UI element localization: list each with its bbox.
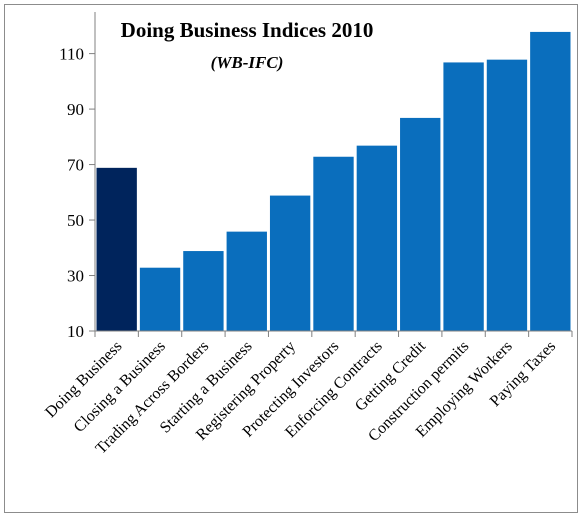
y-tick-label: 30 [67, 267, 84, 286]
bar-starting-a-business [225, 230, 268, 332]
bar-trading-across-borders [182, 250, 225, 332]
bar-doing-business [95, 166, 138, 332]
bar-employing-workers [485, 58, 529, 332]
chart-subtitle: (WB-IFC) [211, 53, 284, 72]
bar-getting-credit [399, 116, 442, 332]
bar-protecting-investors [312, 155, 355, 332]
x-tick-label: Doing Business [42, 338, 125, 421]
y-tick-label: 110 [59, 45, 84, 64]
y-tick-label: 10 [67, 322, 84, 341]
y-tick-label: 50 [67, 211, 84, 230]
bar-paying-taxes [529, 30, 572, 332]
bar-construction-permits [442, 61, 485, 332]
bar-registering-property [268, 194, 312, 332]
y-tick-label: 70 [67, 156, 84, 175]
y-tick-label: 90 [67, 100, 84, 119]
chart-title: Doing Business Indices 2010 [121, 18, 374, 42]
bar-enforcing-contracts [355, 144, 399, 332]
bar-closing-a-business [138, 266, 182, 332]
